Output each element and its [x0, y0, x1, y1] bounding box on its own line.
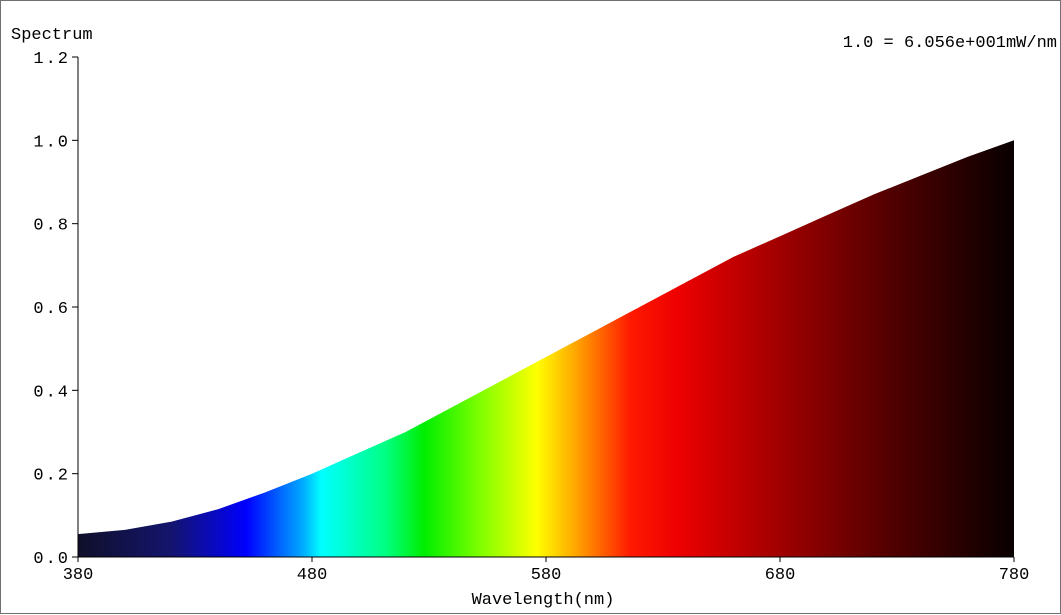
- y-tick-label: 0.2: [33, 467, 70, 486]
- plot-area: [78, 140, 1014, 558]
- x-tick-label: 480: [297, 566, 328, 585]
- y-tick-label: 1.0: [33, 133, 70, 152]
- chart-title: Spectrum: [11, 26, 93, 45]
- x-tick-label: 780: [999, 566, 1030, 585]
- y-axis-ticks: 0.0 0.2 0.4 0.6 0.8 1.0 1.2: [33, 50, 78, 569]
- y-tick-label: 1.2: [33, 50, 70, 69]
- x-axis-label: Wavelength(nm): [472, 591, 615, 610]
- scale-annotation: 1.0 = 6.056e+001mW/nm: [843, 34, 1057, 53]
- x-tick-label: 580: [531, 566, 562, 585]
- y-tick-label: 0.6: [33, 300, 70, 319]
- x-tick-label: 380: [63, 566, 94, 585]
- x-tick-label: 680: [765, 566, 796, 585]
- x-axis-ticks: 380 480 580 680 780: [63, 557, 1030, 585]
- spectrum-area: [78, 140, 1014, 558]
- y-tick-label: 0.8: [33, 217, 70, 236]
- y-tick-label: 0.4: [33, 383, 70, 402]
- y-tick-label: 0.0: [33, 550, 70, 569]
